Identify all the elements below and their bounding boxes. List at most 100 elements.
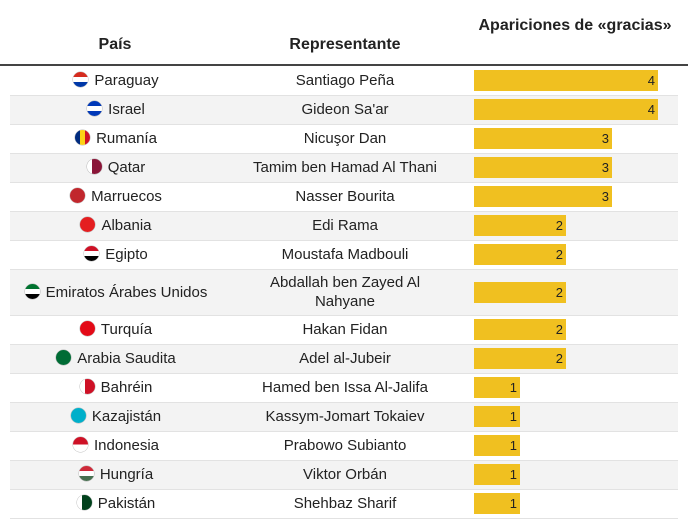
country-name: Albania <box>101 217 152 234</box>
bar-cell: 1 <box>468 489 678 519</box>
hungary-flag-icon <box>78 466 94 481</box>
country-name: Bahréin <box>100 379 153 396</box>
header-count: Apariciones de «gracias» <box>478 17 672 34</box>
value-label: 3 <box>601 189 609 204</box>
bar-cell: 1 <box>468 460 678 490</box>
country-name: Indonesia <box>93 437 160 454</box>
value-label: 4 <box>647 102 655 117</box>
value-bar: 1 <box>474 377 520 398</box>
country-name: Kazajistán <box>91 408 162 425</box>
representative-cell: Santiago Peña <box>222 66 468 96</box>
country-cell: Turquía <box>10 315 222 345</box>
bar-cell: 2 <box>468 240 678 270</box>
uae-flag-icon <box>24 283 40 299</box>
country-name: Emiratos Árabes Unidos <box>45 283 208 301</box>
representative-cell: Adel al-Jubeir <box>222 344 468 374</box>
value-label: 1 <box>509 438 517 453</box>
bar-cell: 3 <box>468 182 678 212</box>
country-cell: Emiratos Árabes Unidos <box>10 269 222 316</box>
country-name: Turquía <box>100 321 153 338</box>
value-label: 1 <box>509 380 517 395</box>
country-cell: Indonesia <box>10 431 222 461</box>
value-bar: 2 <box>474 348 566 369</box>
representative-cell: Edi Rama <box>222 211 468 241</box>
value-bar: 2 <box>474 319 566 340</box>
value-label: 1 <box>509 496 517 511</box>
value-label: 2 <box>555 322 563 337</box>
representative-cell: Hakan Fidan <box>222 315 468 345</box>
bar-cell: 2 <box>468 211 678 241</box>
bar-cell: 3 <box>468 124 678 154</box>
kazakhstan-flag-icon <box>70 408 86 423</box>
value-bar: 4 <box>474 69 658 91</box>
value-bar: 3 <box>474 157 612 178</box>
value-bar: 3 <box>474 186 612 207</box>
bar-cell: 3 <box>468 153 678 183</box>
table-row: Indonesia Prabowo Subianto 1 <box>10 431 678 461</box>
country-name: Hungría <box>99 466 154 483</box>
bar-cell: 2 <box>468 269 678 316</box>
representative-cell: Prabowo Subianto <box>222 431 468 461</box>
value-bar: 2 <box>474 215 566 236</box>
country-name: Rumanía <box>96 130 157 147</box>
table-row: Bahréin Hamed ben Issa Al-Jalifa 1 <box>10 373 678 403</box>
country-cell: Kazajistán <box>10 402 222 432</box>
value-label: 1 <box>509 467 517 482</box>
country-name: Qatar <box>107 159 146 176</box>
country-cell: Paraguay <box>10 66 222 96</box>
country-name: Arabia Saudita <box>77 350 176 367</box>
country-name: Pakistán <box>97 495 156 512</box>
qatar-flag-icon <box>86 159 102 174</box>
pakistan-flag-icon <box>76 495 92 510</box>
country-name: Marruecos <box>91 188 162 205</box>
value-label: 2 <box>555 284 563 300</box>
country-name: Paraguay <box>94 71 159 89</box>
bar-cell: 4 <box>468 66 678 96</box>
table-row: Israel Gideon Sa'ar 4 <box>10 95 678 125</box>
bar-cell: 1 <box>468 402 678 432</box>
country-cell: Egipto <box>10 240 222 270</box>
israel-flag-icon <box>87 101 103 116</box>
table-row: Egipto Moustafa Madbouli 2 <box>10 240 678 270</box>
table-row: Arabia Saudita Adel al-Jubeir 2 <box>10 344 678 374</box>
table-row: Pakistán Shehbaz Sharif 1 <box>10 489 678 519</box>
albania-flag-icon <box>80 217 96 232</box>
table-row: Paraguay Santiago Peña 4 <box>10 66 678 96</box>
table-header: País Representante Apariciones de «graci… <box>0 0 688 66</box>
saudi-arabia-flag-icon <box>56 350 72 365</box>
value-bar: 1 <box>474 435 520 456</box>
value-bar: 4 <box>474 99 658 120</box>
country-cell: Arabia Saudita <box>10 344 222 374</box>
bar-cell: 4 <box>468 95 678 125</box>
representative-cell: Tamim ben Hamad Al Thani <box>222 153 468 183</box>
country-cell: Qatar <box>10 153 222 183</box>
country-name: Israel <box>108 101 145 118</box>
representative-cell: Nasser Bourita <box>222 182 468 212</box>
representative-cell: Kassym-Jomart Tokaiev <box>222 402 468 432</box>
paraguay-flag-icon <box>73 71 89 87</box>
value-label: 2 <box>555 351 563 366</box>
value-label: 3 <box>601 160 609 175</box>
value-bar: 3 <box>474 128 612 149</box>
table-row: Emiratos Árabes Unidos Abdallah ben Zayed… <box>10 269 678 316</box>
bar-cell: 2 <box>468 315 678 345</box>
indonesia-flag-icon <box>72 437 88 452</box>
country-cell: Marruecos <box>10 182 222 212</box>
country-cell: Rumanía <box>10 124 222 154</box>
country-name: Egipto <box>105 246 148 263</box>
value-label: 4 <box>647 72 655 88</box>
value-bar: 1 <box>474 406 520 427</box>
header-country: País <box>98 36 132 53</box>
bar-cell: 1 <box>468 373 678 403</box>
morocco-flag-icon <box>70 188 86 203</box>
country-cell: Hungría <box>10 460 222 490</box>
representative-cell: Abdallah ben Zayed Al Nahyane <box>222 269 468 316</box>
representative-cell: Gideon Sa'ar <box>222 95 468 125</box>
representative-cell: Moustafa Madbouli <box>222 240 468 270</box>
value-label: 2 <box>555 247 563 262</box>
value-bar: 1 <box>474 464 520 485</box>
romania-flag-icon <box>75 130 91 145</box>
country-cell: Israel <box>10 95 222 125</box>
value-label: 3 <box>601 131 609 146</box>
